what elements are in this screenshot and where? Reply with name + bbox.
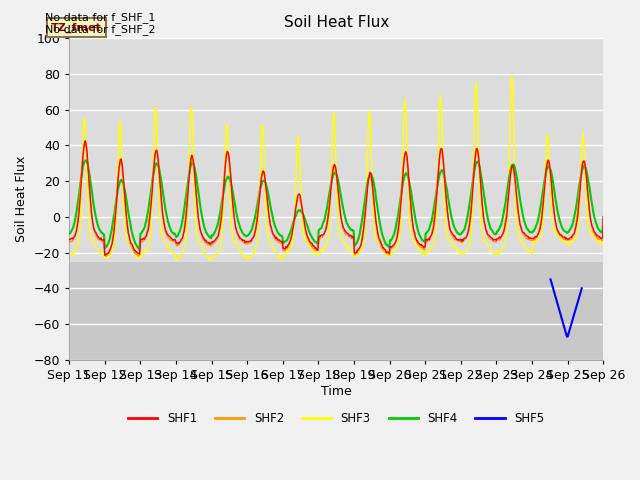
Y-axis label: Soil Heat Flux: Soil Heat Flux xyxy=(15,156,28,242)
X-axis label: Time: Time xyxy=(321,384,351,397)
Title: Soil Heat Flux: Soil Heat Flux xyxy=(284,15,389,30)
Bar xyxy=(69,262,604,360)
Text: No data for f_SHF_1: No data for f_SHF_1 xyxy=(45,12,155,23)
Text: No data for f_SHF_2: No data for f_SHF_2 xyxy=(45,24,156,35)
Legend: SHF1, SHF2, SHF3, SHF4, SHF5: SHF1, SHF2, SHF3, SHF4, SHF5 xyxy=(123,408,549,430)
Text: TZ_fmet: TZ_fmet xyxy=(51,23,102,33)
